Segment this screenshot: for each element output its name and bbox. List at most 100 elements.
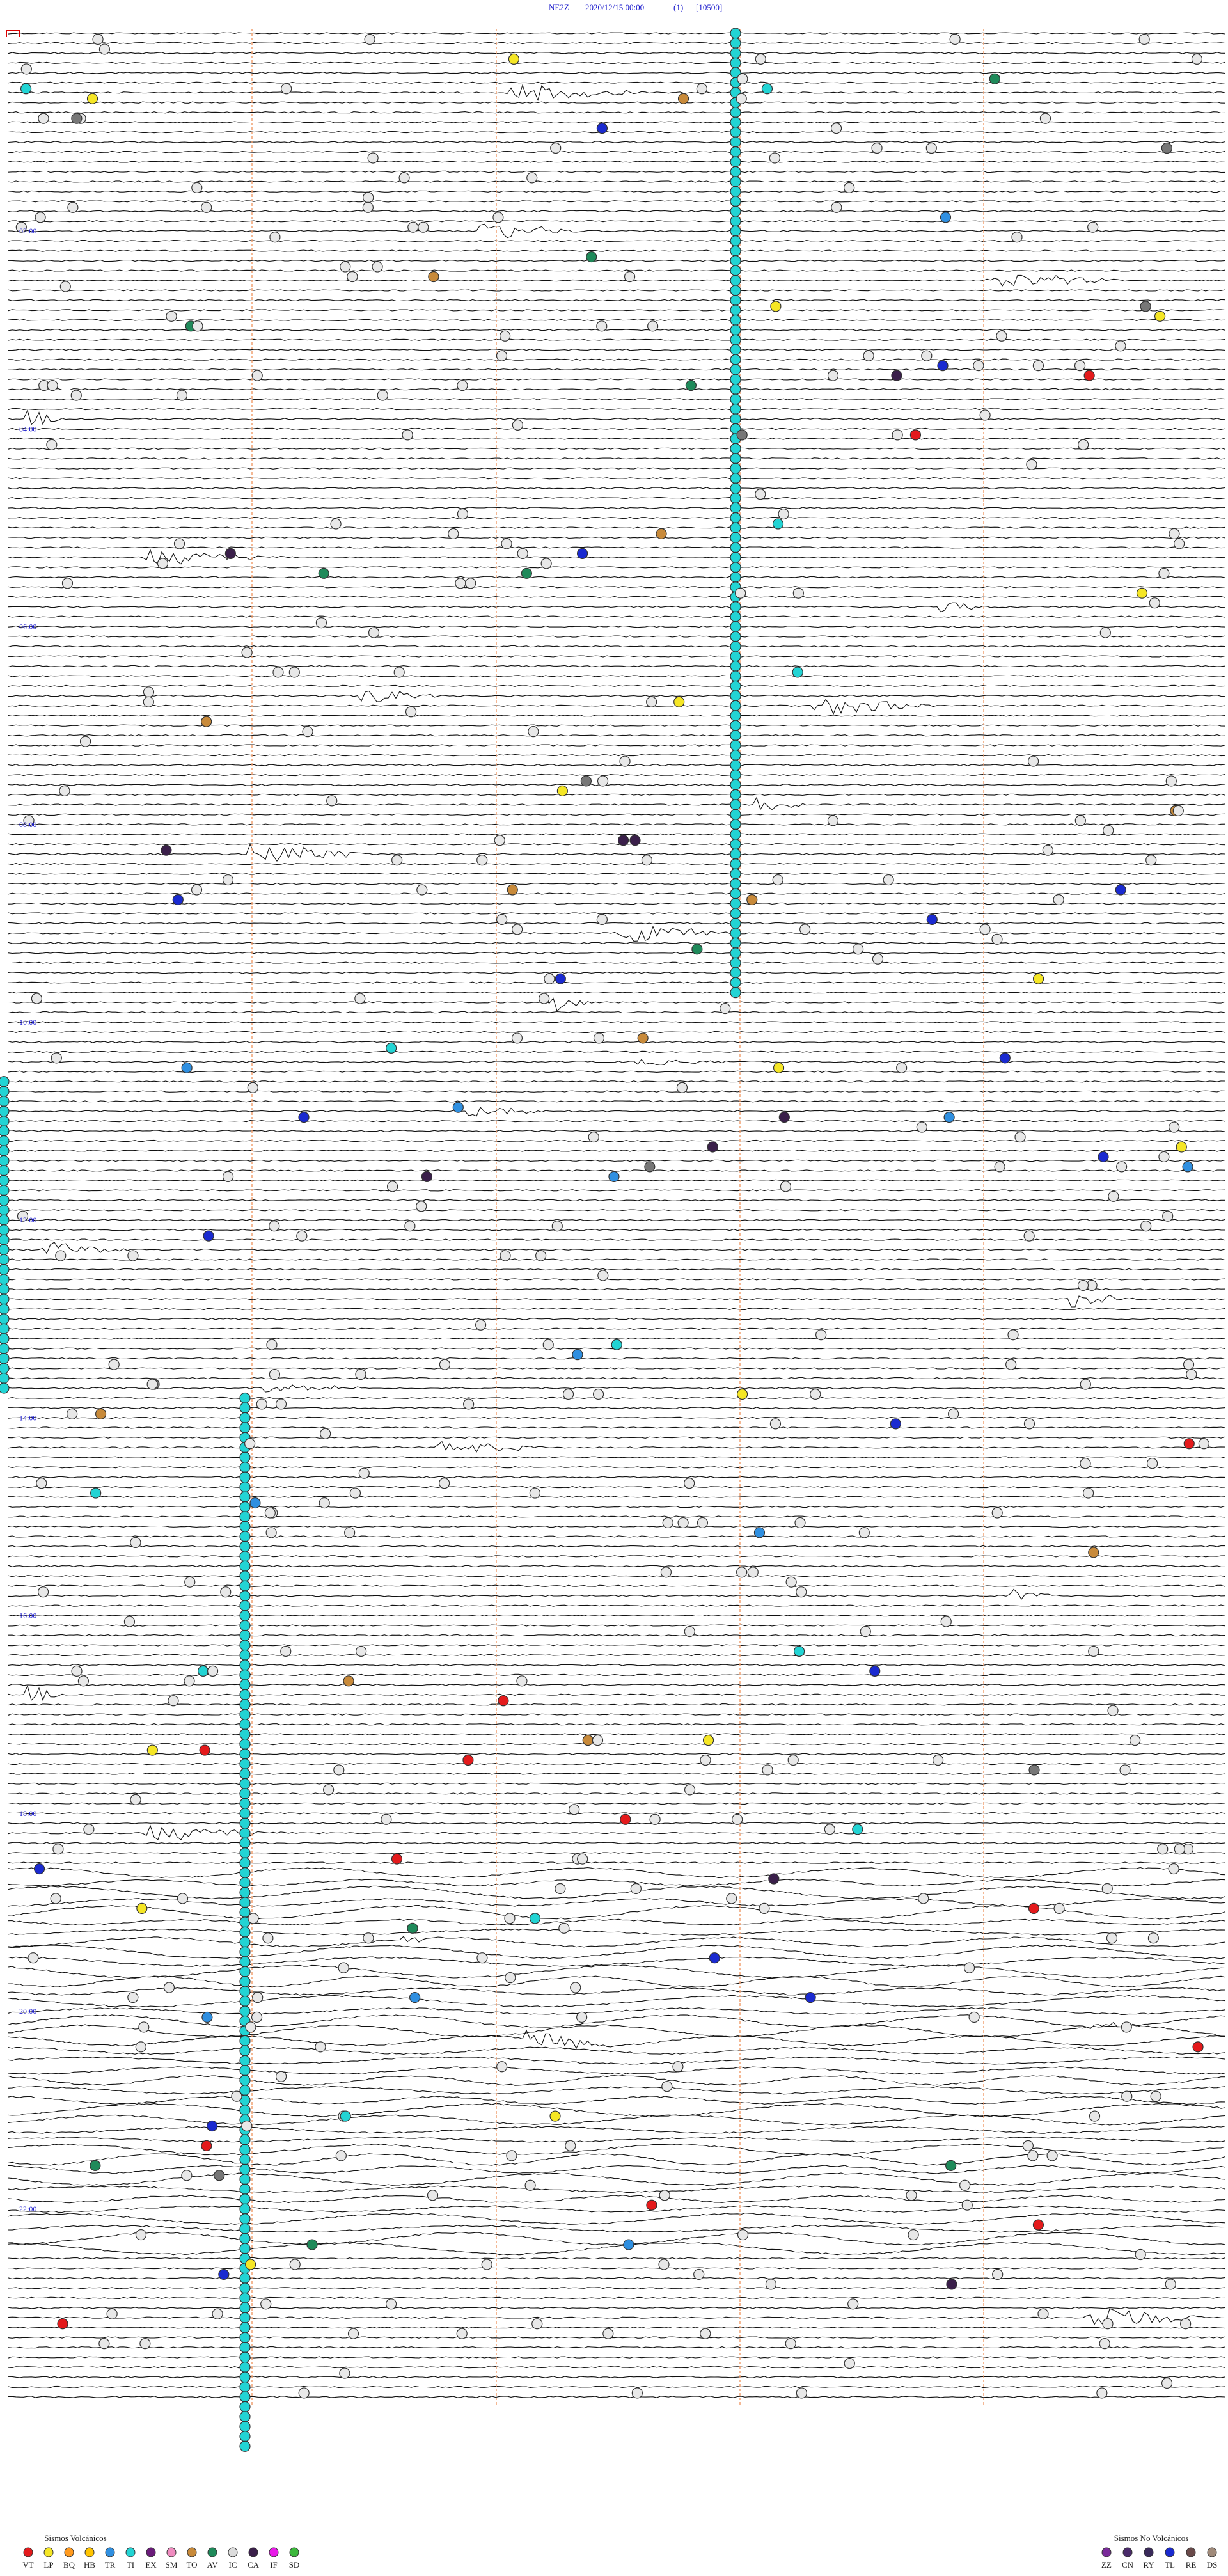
event-marker — [815, 1329, 827, 1341]
event-marker — [212, 2308, 223, 2319]
trace — [8, 1545, 1225, 1548]
trace — [8, 388, 1225, 391]
event-marker — [239, 2411, 251, 2422]
event-marker — [0, 1333, 10, 1345]
station: NE2Z — [549, 3, 569, 12]
event-marker — [921, 350, 933, 361]
trace — [8, 833, 1225, 835]
event-marker — [1074, 360, 1086, 372]
event-marker — [961, 2199, 973, 2211]
event-marker — [354, 993, 366, 1004]
event-marker — [281, 83, 292, 95]
trace — [8, 1456, 1225, 1458]
legend-code: TR — [105, 2560, 116, 2570]
event-marker — [407, 221, 419, 233]
event-marker — [730, 453, 741, 464]
trace — [8, 2172, 1225, 2186]
event-marker — [251, 370, 263, 381]
event-marker — [239, 1976, 251, 1987]
event-marker — [59, 785, 70, 797]
trace — [8, 1928, 1225, 1936]
trace — [8, 2066, 1225, 2075]
trace — [8, 1684, 1225, 1686]
trace — [8, 2385, 1225, 2389]
time-label: 10:00 — [19, 1018, 36, 1027]
event-marker — [239, 1600, 251, 1611]
event-marker — [143, 686, 155, 698]
event-marker — [239, 1649, 251, 1661]
event-marker — [772, 874, 783, 886]
legend-swatch — [187, 2547, 197, 2557]
event-marker — [761, 83, 773, 95]
event-marker — [586, 251, 597, 263]
event-marker — [368, 627, 380, 638]
trace — [8, 1565, 1225, 1567]
event-marker — [1147, 1932, 1159, 1944]
trace — [8, 42, 1225, 45]
event-marker — [239, 1482, 251, 1493]
event-marker — [730, 769, 741, 781]
event-marker — [730, 551, 741, 563]
event-marker — [0, 1372, 10, 1384]
event-marker — [1192, 2041, 1204, 2053]
trace — [8, 274, 1225, 287]
event-marker — [391, 855, 403, 866]
event-marker — [602, 2328, 614, 2339]
event-marker — [1046, 2150, 1058, 2161]
trace — [8, 1555, 1225, 1558]
trace — [8, 862, 1225, 865]
event-marker — [90, 1487, 102, 1499]
event-marker — [649, 1813, 661, 1825]
event-marker — [551, 1221, 563, 1232]
event-marker — [239, 1808, 251, 1819]
event-marker — [730, 196, 741, 207]
event-marker — [736, 1567, 748, 1578]
event-marker — [201, 716, 212, 727]
event-marker — [239, 1659, 251, 1671]
event-marker — [588, 1131, 599, 1143]
event-marker — [239, 1402, 251, 1414]
event-marker — [1115, 340, 1126, 352]
trace — [8, 447, 1225, 450]
trace — [8, 409, 1225, 426]
event-marker — [239, 2174, 251, 2185]
event-marker — [239, 2401, 251, 2412]
legend-swatch — [248, 2547, 258, 2557]
event-marker — [730, 274, 741, 287]
event-marker — [315, 2041, 326, 2053]
trace — [8, 1416, 1225, 1419]
trace — [8, 873, 1225, 875]
event-marker — [1011, 232, 1023, 243]
event-marker — [1023, 1418, 1035, 1430]
event-marker — [762, 1764, 773, 1776]
event-marker — [247, 1082, 258, 1093]
event-marker — [755, 53, 766, 65]
event-marker — [730, 364, 741, 375]
trace — [8, 141, 1225, 143]
event-marker — [709, 1952, 720, 1964]
event-marker — [1154, 310, 1166, 322]
trace — [8, 1189, 1225, 1192]
event-marker — [1191, 53, 1203, 65]
event-marker — [730, 799, 741, 810]
event-marker — [231, 2090, 242, 2102]
event-marker — [730, 670, 741, 682]
event-marker — [239, 2272, 251, 2284]
legend-code: TI — [127, 2560, 134, 2570]
trace — [8, 2074, 1225, 2086]
trace — [8, 1485, 1225, 1489]
event-marker — [377, 390, 388, 401]
trace — [8, 699, 1225, 715]
event-marker — [67, 1408, 78, 1419]
event-marker — [393, 667, 405, 678]
event-marker — [524, 2179, 536, 2191]
trace — [8, 1441, 1225, 1453]
event-marker — [239, 2005, 251, 2017]
event-marker — [0, 1283, 10, 1295]
trace — [8, 882, 1225, 885]
event-marker — [736, 429, 748, 441]
event-marker — [991, 1507, 1003, 1519]
trace — [8, 566, 1225, 569]
event-marker — [593, 1032, 605, 1044]
time-label: 20:00 — [19, 2007, 36, 2016]
